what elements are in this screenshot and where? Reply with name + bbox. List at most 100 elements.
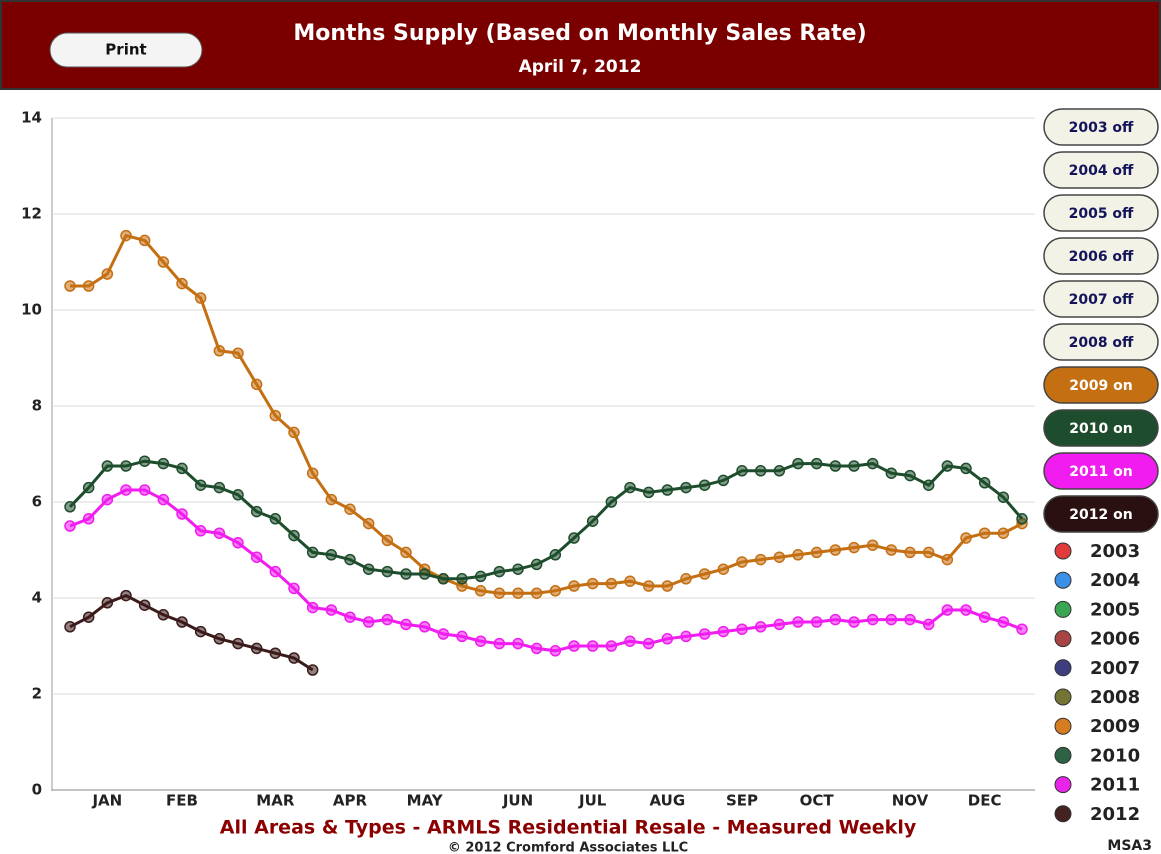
x-tick-label: AUG — [650, 792, 686, 810]
point — [213, 633, 226, 645]
point — [269, 565, 282, 578]
legend-marker — [1054, 805, 1072, 823]
point — [64, 280, 76, 292]
point — [736, 465, 748, 477]
point — [232, 637, 244, 650]
point — [269, 409, 282, 422]
point — [997, 491, 1010, 503]
x-tick-label: DEC — [968, 792, 1002, 810]
point — [400, 618, 412, 631]
point — [661, 580, 674, 592]
toggle-button[interactable] — [1043, 151, 1159, 189]
toggle-button[interactable] — [1043, 108, 1159, 146]
point — [101, 268, 114, 280]
x-tick-label: MAR — [256, 792, 295, 810]
toggle-label[interactable]: 2010 on — [1069, 421, 1132, 437]
point — [306, 546, 319, 559]
chart-title: Months Supply (Based on Monthly Sales Ra… — [293, 21, 866, 46]
legend-marker — [1054, 600, 1072, 618]
point — [176, 616, 188, 628]
toggle-label[interactable]: 2012 on — [1069, 507, 1132, 523]
point — [232, 537, 244, 549]
point — [624, 575, 636, 587]
point — [792, 549, 804, 561]
point — [400, 568, 412, 580]
x-tick-label: JAN — [91, 792, 122, 810]
point — [157, 457, 170, 470]
point — [773, 618, 786, 631]
point — [64, 501, 76, 513]
y-tick-label: 4 — [32, 589, 42, 607]
print-label[interactable]: Print — [105, 41, 146, 59]
toggle-button[interactable] — [1043, 194, 1159, 232]
toggle-label[interactable]: 2008 off — [1069, 335, 1134, 351]
point — [922, 618, 935, 631]
toggle-label[interactable]: 2005 off — [1069, 206, 1134, 222]
y-tick-label: 0 — [32, 781, 42, 799]
legend-label: 2010 — [1090, 745, 1140, 766]
toggle-label[interactable]: 2007 off — [1069, 292, 1134, 308]
point — [269, 513, 282, 525]
point — [698, 628, 711, 640]
y-tick-label: 8 — [32, 397, 42, 415]
point — [810, 457, 823, 470]
chart-subtitle: April 7, 2012 — [519, 57, 642, 77]
toggle-button[interactable] — [1043, 495, 1159, 533]
point — [624, 481, 636, 494]
x-tick-label: JUL — [578, 792, 607, 810]
point — [549, 645, 562, 657]
point — [456, 573, 468, 585]
toggle-label[interactable]: 2003 off — [1069, 120, 1134, 136]
point — [848, 460, 860, 472]
point — [885, 467, 898, 479]
toggle-button[interactable] — [1043, 366, 1159, 404]
point — [922, 546, 935, 559]
toggle-button[interactable] — [1043, 409, 1159, 447]
point — [213, 481, 226, 494]
toggle-label[interactable]: 2011 on — [1069, 464, 1132, 480]
point — [120, 229, 132, 242]
point — [232, 489, 244, 501]
point — [381, 534, 394, 547]
point — [997, 616, 1010, 628]
point — [250, 378, 263, 391]
toggle-label[interactable]: 2009 on — [1069, 378, 1132, 394]
toggle-button[interactable] — [1043, 323, 1159, 361]
point — [194, 479, 207, 491]
point — [344, 503, 356, 515]
toggle-label[interactable]: 2006 off — [1069, 249, 1134, 265]
point — [474, 635, 487, 647]
toggle-button[interactable] — [1043, 280, 1159, 318]
point — [698, 479, 711, 491]
point — [82, 513, 95, 525]
point — [176, 462, 188, 475]
point — [176, 277, 188, 290]
point — [325, 493, 338, 506]
legend-label: 2007 — [1090, 658, 1140, 679]
legend-marker — [1054, 717, 1072, 735]
point — [157, 256, 170, 268]
point — [792, 616, 804, 628]
point — [642, 637, 655, 650]
point — [157, 609, 170, 621]
point — [269, 647, 282, 659]
toggle-label[interactable]: 2004 off — [1069, 163, 1134, 179]
point — [810, 616, 823, 628]
point — [381, 613, 394, 626]
x-tick-label: JUN — [502, 792, 533, 810]
copyright: © 2012 Cromford Associates LLC — [448, 841, 688, 854]
toggle-button[interactable] — [1043, 452, 1159, 490]
point — [213, 345, 226, 357]
point — [754, 621, 767, 633]
print-button[interactable] — [49, 32, 203, 68]
toggle-button[interactable] — [1043, 237, 1159, 275]
point — [978, 477, 991, 489]
legend-marker — [1054, 776, 1072, 794]
point — [866, 457, 879, 470]
point — [362, 517, 375, 530]
point — [306, 664, 319, 676]
point — [605, 496, 618, 508]
point — [138, 599, 151, 611]
point — [437, 628, 450, 640]
